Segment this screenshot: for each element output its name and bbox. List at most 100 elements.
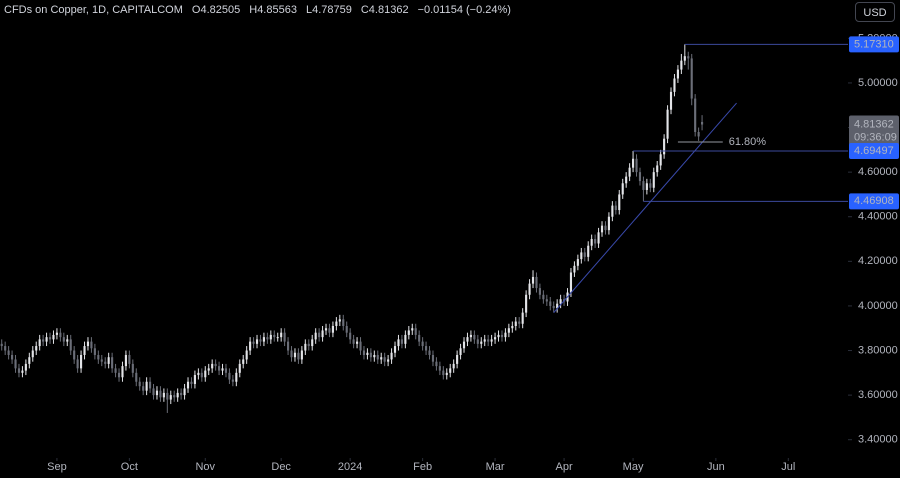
currency-button[interactable]: USD (855, 2, 895, 22)
candle-body (324, 328, 328, 331)
candle-body (528, 283, 531, 295)
x-tick-label: Sep (47, 461, 67, 473)
candle-body (652, 172, 655, 188)
candle-body (611, 205, 614, 217)
candle-body (31, 350, 34, 358)
candle-body (128, 354, 131, 364)
candle-body (487, 339, 490, 342)
x-tick-label: 2024 (338, 461, 362, 473)
candle-body (155, 390, 159, 396)
candle-body (193, 375, 196, 384)
candle-body (504, 332, 507, 338)
candle-body (631, 158, 635, 168)
candle-body (145, 381, 148, 391)
trendline (553, 102, 737, 313)
candle-body (338, 319, 341, 322)
candle-body (559, 299, 562, 304)
candle-body (538, 288, 541, 295)
fib-label: 61.80% (729, 136, 767, 148)
candle-body (497, 334, 500, 338)
candle-body (425, 346, 428, 351)
candle-body (245, 350, 248, 360)
candle-body (493, 337, 497, 340)
candle-body (262, 337, 265, 342)
candle-body (680, 60, 683, 70)
price-label: 4.69497 (854, 145, 894, 157)
candle-body (649, 183, 652, 188)
symbol-title: CFDs on Copper, 1D, CAPITALCOM (4, 4, 183, 16)
change: −0.01154 (−0.24%) (417, 4, 511, 16)
price-label-box (849, 193, 899, 210)
candle-body (197, 372, 200, 376)
candle-body (149, 381, 152, 389)
x-tick-label: Apr (556, 461, 573, 473)
ohlc-label: H (249, 4, 258, 16)
candle-body (452, 363, 455, 369)
candle-body (42, 339, 45, 342)
candle-body (207, 368, 210, 371)
y-tick-label: 4.40000 (858, 211, 898, 223)
ohlc-label: C (360, 4, 369, 16)
x-tick-label: Jun (707, 461, 725, 473)
candle-body (235, 372, 238, 382)
candle-body (304, 343, 307, 351)
candle-body (107, 357, 110, 364)
candle-body (466, 337, 469, 342)
candle-body (111, 357, 114, 369)
candle-body (514, 321, 517, 326)
candle-body (321, 330, 324, 338)
candle-body (542, 294, 545, 300)
countdown-label: 09:36:09 (854, 131, 897, 143)
candle-body (380, 357, 383, 360)
candle-body (335, 321, 338, 326)
candle-body (83, 346, 86, 355)
candle-body (663, 138, 666, 155)
candle-body (473, 334, 476, 340)
x-tick-label: Jul (781, 461, 795, 473)
y-tick-label: 4.20000 (858, 255, 898, 267)
candle-body (52, 334, 55, 340)
candle-body (511, 325, 514, 329)
candle-body (328, 328, 331, 333)
candle-body (659, 154, 662, 166)
candle-body (290, 350, 293, 358)
candle-body (635, 158, 638, 173)
candle-body (48, 337, 52, 340)
candle-body (252, 341, 255, 344)
candle-body (604, 225, 607, 231)
candle-body (221, 368, 224, 371)
candle-body (462, 341, 466, 349)
candle-body (159, 390, 162, 398)
candle-body (345, 325, 348, 333)
candle-body (428, 350, 431, 355)
last-price-box (849, 115, 899, 146)
ohlc-value: 4.81362 (368, 4, 409, 16)
candle-body (104, 361, 107, 364)
candle-body (11, 354, 14, 360)
candle-body (569, 272, 573, 293)
y-tick-label: 3.80000 (858, 344, 898, 356)
candle-body (255, 339, 259, 344)
candle-body (273, 334, 276, 338)
x-tick-label: May (623, 461, 644, 473)
candle-body (259, 339, 262, 342)
candle-body (45, 337, 48, 342)
candle-body (552, 305, 555, 309)
candle-body (404, 334, 407, 344)
candle-body (580, 252, 583, 260)
candle-body (545, 299, 548, 302)
candle-body (318, 332, 321, 338)
candle-body (269, 334, 272, 340)
candle-body (642, 181, 645, 190)
candle-body (38, 339, 41, 347)
candle-body (431, 354, 435, 362)
candle-body (228, 372, 231, 380)
candle-body (124, 354, 127, 367)
candle-body (293, 352, 297, 358)
y-tick-label: 3.40000 (858, 434, 898, 446)
candle-body (638, 172, 642, 182)
candle-body (576, 259, 579, 266)
candle-body (86, 341, 90, 347)
candle-body (625, 176, 628, 184)
